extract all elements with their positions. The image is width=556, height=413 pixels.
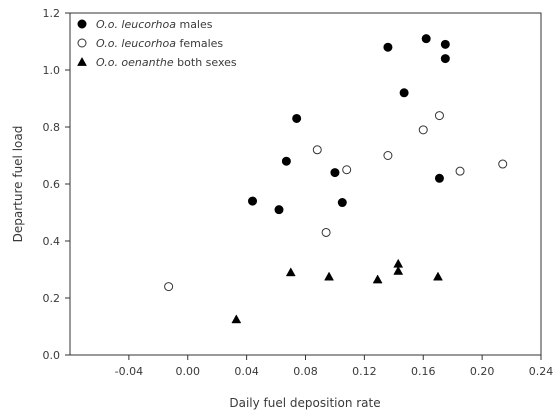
y-tick-label: 1.0 — [43, 64, 61, 77]
legend-marker — [77, 38, 87, 48]
y-tick-label: 0.6 — [43, 178, 61, 191]
oenanthe-point — [433, 271, 443, 281]
x-tick-label: 0.08 — [293, 365, 318, 378]
legend-item-oenanthe: O.o. oenanthe both sexes — [96, 56, 237, 69]
leucorhoa-female-point — [498, 159, 508, 169]
leucorhoa-female-point — [418, 125, 428, 135]
y-tick-label: 0.2 — [43, 292, 61, 305]
x-tick-label: 0.00 — [176, 365, 201, 378]
leucorhoa-male-point — [274, 205, 284, 215]
leucorhoa-male-point — [383, 42, 393, 52]
legend-species-name: O.o. leucorhoa — [96, 37, 176, 50]
leucorhoa-male-point — [421, 34, 431, 44]
leucorhoa-male-point — [248, 196, 258, 206]
leucorhoa-female-point — [312, 145, 322, 155]
y-axis: 0.0 0.2 0.4 0.6 0.8 1.0 1.2 — [43, 7, 70, 362]
leucorhoa-male-point — [337, 198, 347, 208]
leucorhoa-female-point — [434, 111, 444, 121]
legend-item-leucorhoa-females: O.o. leucorhoa females — [96, 37, 223, 50]
x-tick-label: 0.24 — [529, 365, 554, 378]
leucorhoa-female-point — [164, 282, 174, 292]
x-tick-label: -0.04 — [115, 365, 143, 378]
leucorhoa-male-point — [399, 88, 409, 98]
x-axis: -0.04 0.00 0.04 0.08 0.12 0.16 0.20 0.24 — [115, 355, 554, 378]
x-tick-label: 0.20 — [470, 365, 495, 378]
x-tick-label: 0.12 — [352, 365, 377, 378]
y-axis-title: Departure fuel load — [11, 126, 25, 243]
oenanthe-point — [231, 314, 242, 324]
legend-marker — [77, 56, 87, 66]
leucorhoa-female-point — [342, 165, 352, 175]
oenanthe-point — [372, 274, 383, 284]
oenanthe-point — [324, 271, 334, 281]
y-tick-label: 0.0 — [43, 349, 61, 362]
leucorhoa-male-point — [440, 39, 450, 49]
y-tick-label: 0.4 — [43, 235, 61, 248]
oenanthe-point — [285, 267, 296, 277]
legend-species-name: O.o. oenanthe — [96, 56, 174, 69]
legend-marker — [77, 19, 87, 29]
data-points — [164, 34, 508, 324]
x-axis-title: Daily fuel deposition rate — [229, 396, 380, 410]
y-tick-label: 0.8 — [43, 121, 61, 134]
legend-group-label: both sexes — [174, 56, 237, 69]
leucorhoa-female-point — [321, 227, 331, 237]
leucorhoa-male-point — [281, 156, 291, 166]
y-tick-label: 1.2 — [43, 7, 61, 20]
leucorhoa-female-point — [383, 151, 393, 160]
oenanthe-point — [393, 265, 404, 275]
legend-item-leucorhoa-males: O.o. leucorhoa males — [96, 18, 213, 31]
leucorhoa-male-point — [330, 168, 340, 178]
leucorhoa-male-point — [440, 54, 450, 64]
x-tick-label: 0.04 — [234, 365, 259, 378]
leucorhoa-male-point — [292, 113, 302, 123]
x-tick-label: 0.16 — [411, 365, 436, 378]
leucorhoa-female-point — [455, 166, 465, 176]
legend-group-label: males — [176, 18, 213, 31]
legend-group-label: females — [176, 37, 223, 50]
leucorhoa-male-point — [434, 173, 444, 183]
legend-species-name: O.o. leucorhoa — [96, 18, 176, 31]
